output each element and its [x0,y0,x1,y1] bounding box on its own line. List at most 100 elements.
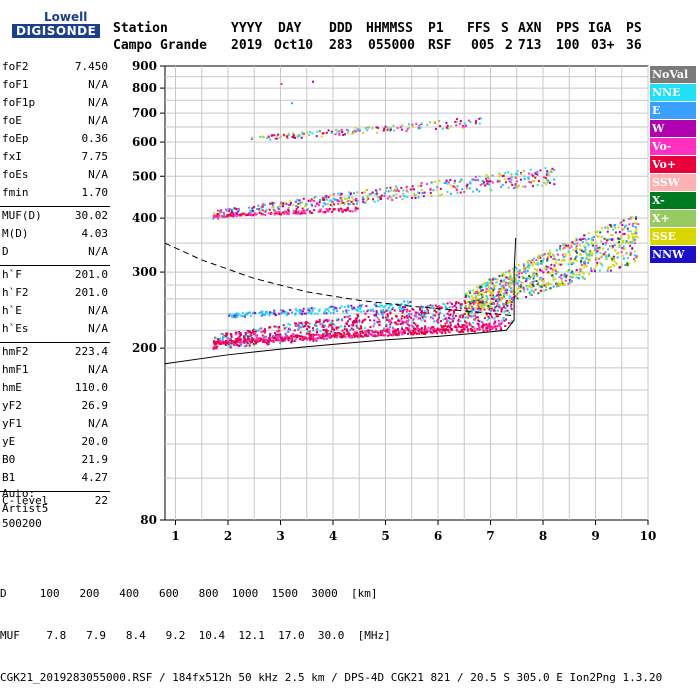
echo-point [595,244,598,247]
echo-point [476,316,479,319]
param-name: h`F [2,268,22,281]
echo-point [454,186,457,189]
echo-point [329,335,332,338]
echo-point [584,248,587,251]
echo-point [539,262,542,265]
echo-point [461,188,464,191]
echo-point [423,331,426,334]
echo-point [236,337,239,340]
echo-point [486,329,489,332]
echo-point [403,300,406,303]
echo-point [287,206,290,209]
echo-point [510,298,513,301]
echo-point [519,270,522,273]
echo-point [369,319,372,322]
echo-point [583,237,586,240]
echo-point [486,281,489,284]
echo-point [479,305,482,308]
echo-point [456,328,459,331]
echo-point [488,278,491,281]
echo-point [628,223,631,226]
echo-point [513,277,516,280]
echo-point [507,186,510,189]
echo-point [613,258,616,261]
echo-point [278,325,281,328]
echo-point [633,250,636,253]
echo-point [434,314,437,317]
echo-point [303,335,306,338]
echo-point [593,249,596,252]
echo-point [226,208,229,211]
echo-point [477,309,480,312]
echo-point [487,286,490,289]
echo-point [443,182,446,185]
echo-point [520,272,523,275]
echo-point [531,264,534,267]
echo-point [438,179,441,182]
echo-point [463,320,466,323]
echo-point [321,334,324,337]
echo-point [475,296,478,299]
echo-point [214,341,217,344]
echo-point [564,253,567,256]
echo-point [545,286,548,289]
echo-point [371,198,374,201]
echo-point [378,334,381,337]
echo-point [303,337,306,340]
echo-point [298,203,301,206]
echo-point [486,284,489,287]
echo-point [408,327,411,330]
echo-point [524,269,527,272]
echo-point [356,308,359,311]
echo-point [360,335,363,338]
echo-point [478,286,481,289]
echo-point [351,210,354,213]
echo-point [272,204,275,207]
echo-point [388,328,391,331]
echo-point [356,128,359,131]
echo-point [230,210,233,213]
echo-point [611,238,614,241]
echo-point [298,323,301,326]
echo-point [467,330,470,333]
echo-point [463,300,466,303]
echo-point [430,194,433,197]
echo-point [403,305,406,308]
echo-point [540,285,543,288]
echo-point [503,294,506,297]
echo-point [262,339,265,342]
echo-point [314,323,317,326]
echo-point [261,213,264,216]
echo-point [274,312,277,315]
echo-point [503,302,506,305]
y-tick-label: 600 [132,135,157,149]
echo-point [482,181,485,184]
echo-point [503,310,506,313]
echo-point [250,332,253,335]
echo-point [261,314,264,317]
echo-point [472,297,475,300]
echo-point [257,204,260,207]
echo-point [298,324,301,327]
echo-point [527,267,530,270]
echo-point [584,246,587,249]
echo-point [484,303,487,306]
echo-point [239,341,242,344]
echo-point [259,338,262,341]
echo-point [591,237,594,240]
echo-point [247,342,250,345]
echo-point [375,194,378,197]
echo-point [362,198,365,201]
echo-point [476,301,479,304]
echo-point [299,309,302,312]
echo-point [426,309,429,312]
echo-point [490,293,493,296]
echo-point [459,320,462,323]
echo-point [500,185,503,188]
echo-point [478,190,481,193]
echo-point [596,264,599,267]
echo-point [325,208,328,211]
echo-point [470,311,473,314]
echo-point [401,311,404,314]
echo-point [364,127,367,130]
